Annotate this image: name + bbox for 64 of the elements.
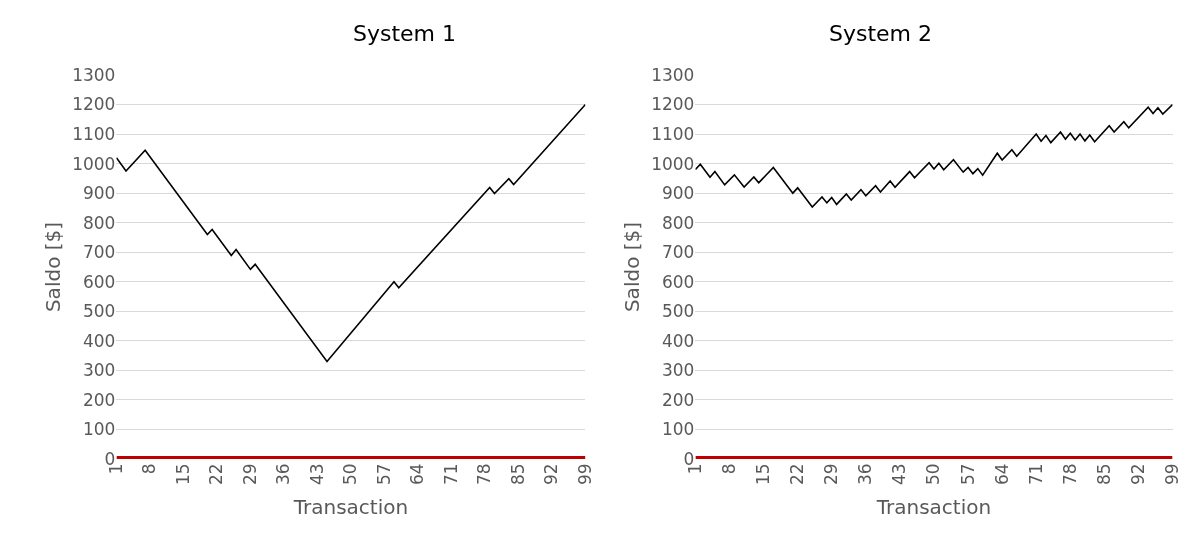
x-tick-label: 50: [340, 463, 361, 486]
y-tick-label: 300: [661, 360, 695, 381]
y-tick-label: 1300: [651, 64, 695, 85]
x-tick-label: 43: [889, 463, 910, 486]
y-tick-label: 200: [661, 389, 695, 410]
x-tick-label: 15: [172, 463, 193, 486]
y-tick-label: 100: [661, 419, 695, 440]
y-tick-label: 1200: [72, 94, 116, 115]
y-tick-label: 700: [661, 242, 695, 263]
x-tick-label: 57: [957, 463, 978, 486]
x-tick-label: 8: [139, 463, 160, 475]
line-series: [116, 103, 586, 363]
x-tick-label: 8: [719, 463, 740, 475]
y-tick-label: 0: [104, 448, 116, 469]
x-tick-label: 85: [1093, 463, 1114, 486]
x-tick-label: 43: [306, 463, 327, 486]
x-tick-label: 36: [273, 463, 294, 486]
x-tick-label: 71: [1025, 463, 1046, 486]
x-tick-label: 50: [923, 463, 944, 486]
x-tick-label: 78: [1059, 463, 1080, 486]
x-tick-label: 64: [991, 463, 1012, 486]
y-tick-label: 400: [82, 330, 116, 351]
x-tick-label: 92: [1127, 463, 1148, 486]
y-axis-title: Saldo [$]: [40, 221, 65, 313]
y-tick-label: 300: [82, 360, 116, 381]
x-tick-label: 99: [574, 463, 595, 486]
y-tick-label: 600: [661, 271, 695, 292]
chart-title: System 1: [353, 21, 457, 46]
y-tick-label: 800: [82, 212, 116, 233]
y-tick-label: 800: [661, 212, 695, 233]
y-tick-label: 900: [661, 183, 695, 204]
y-tick-label: 500: [82, 301, 116, 322]
x-tick-label: 71: [440, 463, 461, 486]
y-tick-label: 900: [82, 183, 116, 204]
x-tick-label: 22: [787, 463, 808, 486]
y-tick-label: 0: [683, 448, 695, 469]
y-tick-label: 1300: [72, 64, 116, 85]
y-tick-label: 1100: [72, 124, 116, 145]
chart-title: System 2: [829, 21, 933, 46]
y-tick-label: 1100: [651, 124, 695, 145]
y-tick-label: 1200: [651, 94, 695, 115]
y-tick-label: 500: [661, 301, 695, 322]
y-tick-label: 600: [82, 271, 116, 292]
x-tick-label: 29: [239, 463, 260, 486]
x-tick-label: 36: [855, 463, 876, 486]
x-tick-label: 92: [541, 463, 562, 486]
x-tick-label: 78: [474, 463, 495, 486]
y-tick-label: 1000: [651, 153, 695, 174]
x-tick-label: 22: [206, 463, 227, 486]
y-axis-title: Saldo [$]: [619, 221, 644, 313]
x-tick-label: 99: [1162, 463, 1183, 486]
y-tick-label: 400: [661, 330, 695, 351]
x-axis-title: Transaction: [292, 494, 409, 519]
x-tick-label: 57: [373, 463, 394, 486]
x-tick-label: 85: [507, 463, 528, 486]
x-tick-label: 64: [407, 463, 428, 486]
x-axis-title: Transaction: [875, 494, 992, 519]
line-series: [695, 103, 1173, 208]
x-tick-label: 15: [753, 463, 774, 486]
y-tick-label: 1000: [72, 153, 116, 174]
y-tick-label: 200: [82, 389, 116, 410]
y-tick-label: 100: [82, 419, 116, 440]
x-tick-label: 29: [821, 463, 842, 486]
y-tick-label: 700: [82, 242, 116, 263]
